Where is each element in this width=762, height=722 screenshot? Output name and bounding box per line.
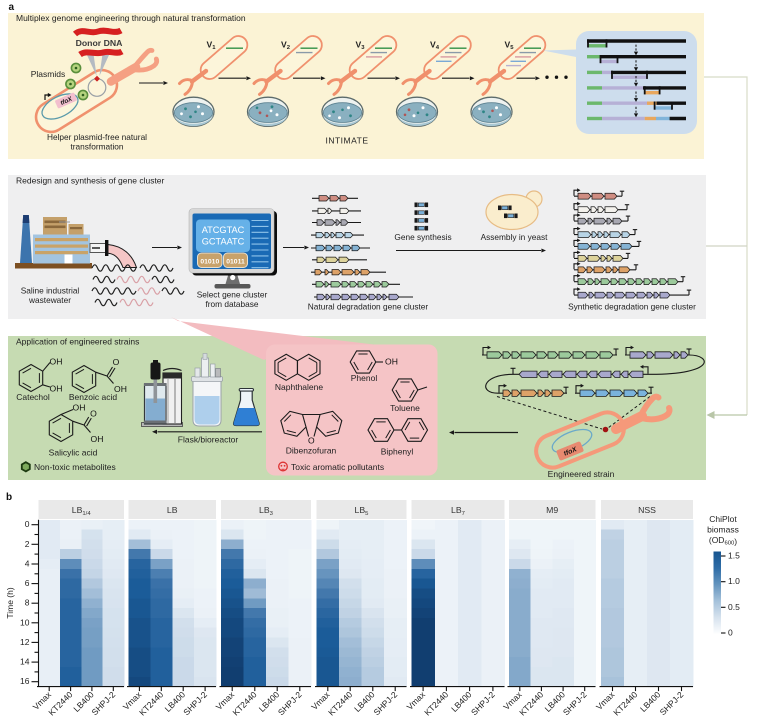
svg-text:OH: OH xyxy=(50,384,63,394)
svg-text:tfoX: tfoX xyxy=(59,95,74,107)
svg-text:V3: V3 xyxy=(355,40,365,52)
svg-text:Helper plasmid-free natural: Helper plasmid-free natural xyxy=(47,132,147,142)
svg-text:V2: V2 xyxy=(281,40,291,52)
svg-text:Phenol: Phenol xyxy=(351,373,378,383)
svg-text:a: a xyxy=(9,2,15,13)
svg-text:Plasmids: Plasmids xyxy=(31,69,65,79)
svg-text:0: 0 xyxy=(25,519,30,529)
svg-text:INTIMATE: INTIMATE xyxy=(325,136,368,146)
svg-text:1.0: 1.0 xyxy=(728,576,740,586)
svg-text:8: 8 xyxy=(25,598,30,608)
svg-text:Engineered strain: Engineered strain xyxy=(548,469,615,479)
svg-text:6: 6 xyxy=(25,578,30,588)
svg-text:LB7: LB7 xyxy=(451,505,465,517)
svg-text:biomass: biomass xyxy=(707,525,739,535)
svg-text:Select gene cluster: Select gene cluster xyxy=(197,290,268,300)
svg-text:Redesign and synthesis of gene: Redesign and synthesis of gene cluster xyxy=(16,176,165,186)
svg-text:2: 2 xyxy=(25,539,30,549)
svg-text:O: O xyxy=(308,436,315,446)
svg-text:01010: 01010 xyxy=(200,259,219,266)
svg-text:Benzoic acid: Benzoic acid xyxy=(69,392,117,402)
svg-text:M9: M9 xyxy=(546,505,558,515)
svg-text:Saline industrial: Saline industrial xyxy=(21,286,80,296)
svg-text:O: O xyxy=(90,409,97,419)
svg-text:Donor DNA: Donor DNA xyxy=(76,38,124,48)
svg-text:16: 16 xyxy=(20,676,30,686)
svg-text:OH: OH xyxy=(73,403,86,413)
svg-text:GCTAATC: GCTAATC xyxy=(202,237,245,247)
svg-text:Salicylic acid: Salicylic acid xyxy=(49,448,98,458)
svg-text:Catechol: Catechol xyxy=(16,392,50,402)
svg-text:10: 10 xyxy=(20,617,30,627)
svg-text:01011: 01011 xyxy=(226,259,245,266)
svg-text:OH: OH xyxy=(91,434,104,444)
svg-text:Gene synthesis: Gene synthesis xyxy=(394,232,451,242)
svg-text:ATCGTAC: ATCGTAC xyxy=(202,225,245,235)
svg-text:wastewater: wastewater xyxy=(28,295,71,305)
svg-text:OH: OH xyxy=(50,357,63,367)
svg-text:OH: OH xyxy=(385,357,398,367)
svg-text:Assembly in yeast: Assembly in yeast xyxy=(481,232,549,242)
svg-text:0: 0 xyxy=(728,628,733,638)
svg-text:OH: OH xyxy=(114,384,127,394)
svg-text:Time (h): Time (h) xyxy=(5,587,15,618)
svg-text:Synthetic degradation gene clu: Synthetic degradation gene cluster xyxy=(568,302,696,312)
svg-text:Dibenzofuran: Dibenzofuran xyxy=(286,446,337,456)
svg-text:b: b xyxy=(6,492,12,503)
svg-text:4: 4 xyxy=(25,559,30,569)
svg-text:12: 12 xyxy=(20,637,30,647)
svg-text:14: 14 xyxy=(20,657,30,667)
svg-text:Natural degradation gene clust: Natural degradation gene cluster xyxy=(308,302,429,312)
svg-text:from database: from database xyxy=(205,299,258,309)
svg-text:O: O xyxy=(113,357,120,367)
svg-text:Toxic aromatic pollutants: Toxic aromatic pollutants xyxy=(291,462,384,472)
svg-text:V1: V1 xyxy=(206,40,216,52)
svg-text:Non-toxic metabolites: Non-toxic metabolites xyxy=(34,462,116,472)
svg-text:tfoX: tfoX xyxy=(563,446,578,458)
svg-text:NSS: NSS xyxy=(638,505,656,515)
svg-text:Flask/bioreactor: Flask/bioreactor xyxy=(178,435,239,445)
svg-text:(OD600): (OD600) xyxy=(709,535,737,547)
svg-text:Application of engineered stra: Application of engineered strains xyxy=(16,337,139,347)
svg-text:ChiPlot: ChiPlot xyxy=(709,514,737,524)
svg-text:Naphthalene: Naphthalene xyxy=(275,382,323,392)
svg-text:0.5: 0.5 xyxy=(728,602,740,612)
svg-text:V5: V5 xyxy=(504,40,514,52)
svg-text:Toluene: Toluene xyxy=(390,403,420,413)
svg-text:transformation: transformation xyxy=(70,142,123,152)
svg-text:Biphenyl: Biphenyl xyxy=(381,447,414,457)
svg-text:1.5: 1.5 xyxy=(728,551,740,561)
svg-text:Multiplex genome engineering t: Multiplex genome engineering through nat… xyxy=(16,13,246,23)
svg-text:LB: LB xyxy=(167,505,178,515)
svg-text:V4: V4 xyxy=(430,40,440,52)
